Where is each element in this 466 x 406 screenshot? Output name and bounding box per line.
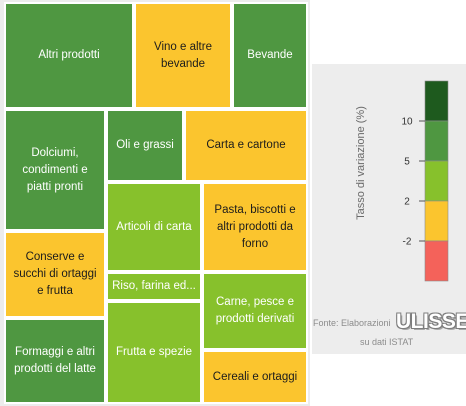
legend-swatch — [424, 240, 449, 282]
tile-label: Bevande — [247, 49, 293, 61]
tile-label: Cereali e ortaggi — [212, 370, 298, 383]
tile-carta-e-cartone[interactable]: Carta e cartone — [184, 109, 308, 182]
tile-oli-e-grassi[interactable]: Oli e grassi — [106, 109, 184, 182]
legend-tick-label: 2 — [404, 197, 410, 208]
tile-altri-prodotti[interactable]: Altri prodotti — [4, 2, 134, 109]
legend-tick-label: -2 — [403, 237, 412, 248]
legend-swatch — [424, 200, 449, 242]
tile-pasta-biscotti[interactable]: Pasta, biscotti e altri prodotti da forn… — [202, 182, 308, 272]
tile-bevande[interactable]: Bevande — [232, 2, 308, 109]
legend-tick-label: 5 — [404, 157, 410, 168]
legend-swatch — [424, 80, 449, 122]
tile-label: Conserve e succhi di ortaggi e frutta — [13, 251, 97, 297]
tile-label: Vino e altre bevande — [154, 40, 212, 70]
tile-formaggi[interactable]: Formaggi e altri prodotti del latte — [4, 318, 106, 404]
tile-conserve-e-succhi[interactable]: Conserve e succhi di ortaggi e frutta — [4, 231, 106, 318]
tile-label: Dolciumi, condimenti e piatti pronti — [22, 146, 88, 193]
tile-carne-pesce[interactable]: Carne, pesce e prodotti derivati — [202, 272, 308, 350]
legend-tick-label: 10 — [401, 117, 413, 128]
tile-cereali-e-ortaggi[interactable]: Cereali e ortaggi — [202, 350, 308, 404]
tile-label: Riso, farina ed... — [112, 280, 196, 292]
tile-label: Formaggi e altri prodotti del latte — [14, 346, 96, 375]
tile-label: Frutta e spezie — [115, 346, 193, 358]
tile-riso-farina[interactable]: Riso, farina ed... — [106, 272, 202, 301]
tile-label: Carta e cartone — [206, 139, 286, 151]
tile-label: Carne, pesce e prodotti derivati — [215, 296, 295, 325]
legend-swatch — [424, 160, 449, 202]
source-line-2: su dati ISTAT — [360, 337, 414, 347]
tile-vino-e-altre-bevande[interactable]: Vino e altre bevande — [134, 2, 232, 109]
tile-dolciumi-condimenti[interactable]: Dolciumi, condimenti e piatti pronti — [4, 109, 106, 231]
tile-label: Pasta, biscotti e altri prodotti da forn… — [214, 203, 296, 250]
tile-frutta-e-spezie[interactable]: Frutta e spezie — [106, 301, 202, 404]
source-line-1: Fonte: Elaborazioni — [313, 318, 391, 328]
tile-label: Articoli di carta — [116, 220, 192, 233]
legend-color-scale: 10 5 2 -2 — [401, 80, 449, 282]
legend-swatch — [424, 120, 449, 162]
ulisse-logo: ULISSE — [396, 310, 466, 333]
tile-label: Altri prodotti — [38, 49, 100, 61]
treemap: Altri prodotti Vino e altre bevande Beva… — [0, 0, 310, 406]
tile-articoli-di-carta[interactable]: Articoli di carta — [106, 182, 202, 272]
tile-label: Oli e grassi — [116, 139, 174, 151]
